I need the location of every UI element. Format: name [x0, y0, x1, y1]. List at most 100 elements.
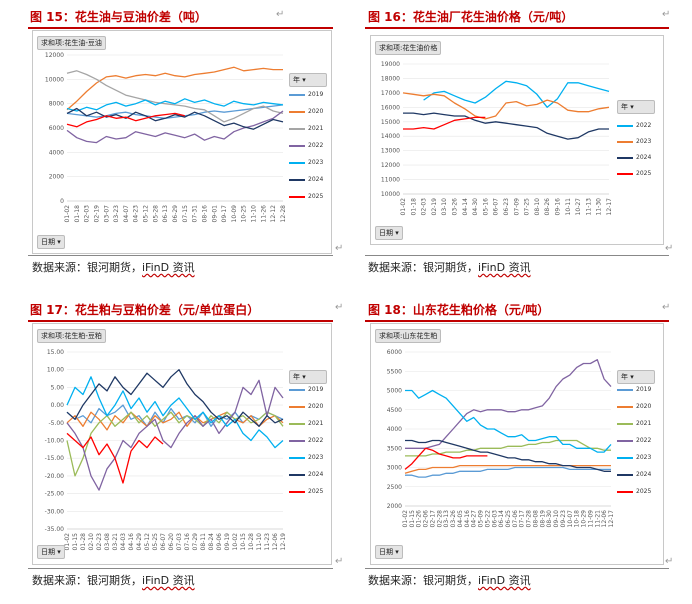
- legend-item: 2024: [617, 471, 651, 478]
- legend-swatch: [617, 156, 633, 159]
- x-tick-label: 05-22: [484, 510, 491, 528]
- legend-item: 2019: [617, 386, 651, 393]
- legend-year-filter[interactable]: 年 ▾: [289, 370, 327, 384]
- figure-title: 图 16：花生油厂花生油价格（元/吨）: [368, 10, 574, 24]
- figure-rule: [28, 320, 333, 322]
- legend-swatch: [289, 195, 305, 198]
- x-tick-label: 06-14: [498, 510, 505, 528]
- legend-label: 2019: [308, 386, 324, 393]
- return-mark: ↵: [665, 556, 674, 567]
- x-tick-label: 01-28: [80, 533, 87, 551]
- filter-dropdown-icon: ▾: [300, 76, 306, 84]
- x-tick-label: 11-13: [585, 198, 592, 216]
- x-tick-label: 05-09: [478, 510, 485, 528]
- source-ifind: iFinD 资讯: [478, 261, 531, 274]
- y-tick-label: -20.00: [45, 473, 65, 480]
- source-rule: [28, 568, 333, 569]
- y-tick-label: 4500: [387, 407, 402, 414]
- x-tick-label: 07-09: [513, 198, 520, 216]
- x-tick-label: 09-17: [221, 205, 228, 223]
- legend-swatch: [289, 456, 305, 459]
- series-line-2022: [66, 379, 284, 491]
- figure-title: 图 15：花生油与豆油价差（吨）: [30, 10, 207, 24]
- date-field-pill[interactable]: 日期 ▾: [37, 545, 65, 559]
- legend-swatch: [289, 405, 305, 408]
- series-line-2023: [66, 376, 284, 449]
- figure-rule: [365, 27, 669, 29]
- x-tick-label: 12-12: [270, 205, 277, 223]
- legend-year-filter[interactable]: 年 ▾: [617, 370, 655, 384]
- x-tick-label: 08-19: [539, 510, 546, 528]
- x-tick-label: 01-15: [409, 510, 416, 528]
- legend-item: 2023: [617, 454, 651, 461]
- x-tick-label: 01-18: [410, 198, 417, 216]
- x-tick-label: 02-03: [421, 198, 428, 216]
- x-tick-label: 02-28: [436, 510, 443, 528]
- legend-year-filter[interactable]: 年 ▾: [617, 100, 655, 114]
- source-rule: [28, 255, 333, 256]
- date-field-label: 日期: [41, 548, 55, 556]
- y-tick-label: 10000: [381, 191, 400, 198]
- x-tick-label: 05-12: [144, 533, 151, 551]
- legend-year-filter[interactable]: 年 ▾: [289, 73, 327, 87]
- x-tick-label: 03-07: [103, 205, 110, 223]
- date-field-pill[interactable]: 日期 ▾: [375, 226, 403, 240]
- data-source: 数据来源：银河期货，iFinD 资讯: [368, 259, 531, 275]
- legend-item: 2021: [617, 420, 651, 427]
- y-tick-label: 10.00: [47, 367, 64, 374]
- x-tick-label: 02-10: [88, 533, 95, 551]
- series-line-2025: [404, 447, 488, 470]
- x-tick-label: 12-19: [280, 533, 287, 551]
- value-field-pill[interactable]: 求和项:花生油-豆油: [37, 36, 106, 50]
- x-tick-label: 10-27: [575, 198, 582, 216]
- x-tick-label: 12-28: [280, 205, 287, 223]
- x-tick-label: 05-12: [143, 205, 150, 223]
- legend-label: 2024: [636, 471, 652, 478]
- x-tick-label: 09-19: [224, 533, 231, 551]
- legend-item: 2023: [289, 454, 323, 461]
- legend-item: 2022: [617, 122, 651, 129]
- y-tick-label: 18000: [381, 75, 400, 82]
- x-tick-label: 04-05: [457, 510, 464, 528]
- line-chart: 2000 2500 3000 3500 4000 4500 5000 5500 6000 01-0…: [387, 349, 615, 528]
- x-tick-label: 06-07: [493, 198, 500, 216]
- date-field-label: 日期: [41, 238, 55, 246]
- x-tick-label: 08-16: [201, 205, 208, 223]
- series-line-2023: [66, 98, 284, 112]
- chart-panel: 求和项:花生油价格 10000 11000 12000 13000 14000 15000…: [370, 35, 664, 245]
- value-field-pill[interactable]: 求和项:花生油价格: [375, 41, 442, 55]
- legend-item: 2023: [617, 138, 651, 145]
- series-line-2022: [405, 359, 612, 449]
- y-tick-label: -15.00: [45, 455, 65, 462]
- x-tick-label: 01-02: [64, 533, 71, 551]
- date-field-pill[interactable]: 日期 ▾: [375, 545, 403, 559]
- x-tick-label: 06-07: [160, 533, 167, 551]
- x-tick-label: 10-11: [565, 198, 572, 216]
- x-tick-label: 08-11: [200, 533, 207, 551]
- legend-label: 2024: [308, 471, 324, 478]
- legend-label: 2020: [308, 108, 324, 115]
- value-field-pill[interactable]: 求和项:山东花生粕: [375, 329, 442, 343]
- legend-item: 2019: [289, 91, 323, 98]
- source-ifind: iFinD 资讯: [478, 574, 531, 587]
- x-tick-label: 01-15: [72, 533, 79, 551]
- x-tick-label: 08-10: [534, 198, 541, 216]
- y-tick-label: 12000: [45, 52, 64, 59]
- series-line-2024: [66, 369, 284, 427]
- y-tick-label: 0.00: [51, 402, 65, 409]
- value-field-pill[interactable]: 求和项:花生粕-豆粕: [37, 329, 106, 343]
- legend-label: 2020: [636, 403, 652, 410]
- source-rule: [365, 255, 669, 256]
- x-tick-label: 09-06: [216, 533, 223, 551]
- series-line-2023: [405, 389, 612, 453]
- x-tick-label: 11-23: [264, 533, 271, 551]
- y-tick-label: -10.00: [45, 438, 65, 445]
- y-tick-label: 5.00: [51, 384, 65, 391]
- y-tick-label: 5500: [387, 368, 402, 375]
- return-mark: ↵: [276, 9, 285, 20]
- legend-swatch: [617, 124, 633, 127]
- legend-label: 2023: [308, 454, 324, 461]
- x-tick-label: 01-02: [64, 205, 71, 223]
- date-field-pill[interactable]: 日期 ▾: [37, 235, 65, 249]
